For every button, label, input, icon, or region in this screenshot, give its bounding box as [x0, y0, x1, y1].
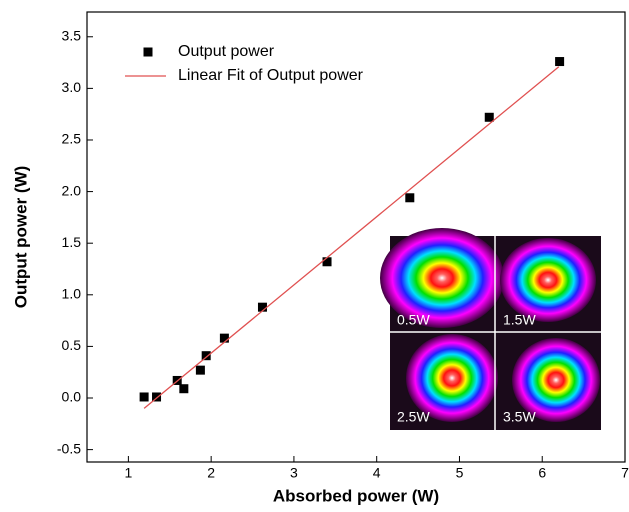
inset-label: 2.5W: [397, 409, 430, 425]
y-tick-label: 0.5: [62, 337, 82, 353]
y-tick-label: 3.5: [62, 27, 82, 43]
data-point: [485, 113, 494, 122]
y-tick-label: 1.0: [62, 286, 82, 302]
y-tick-label: 3.0: [62, 79, 82, 95]
chart: Absorbed power (W) Output power (W) 1 2 3 4…: [0, 0, 629, 512]
data-point: [140, 392, 149, 401]
data-point: [220, 334, 229, 343]
inset-label: 3.5W: [503, 409, 536, 425]
legend-text: Linear Fit of Output power: [178, 67, 364, 84]
inset: 0.5W 1.5W 2.5W 3.5W: [380, 228, 601, 430]
data-point: [196, 366, 205, 375]
x-tick-label: 3: [290, 465, 298, 481]
legend-marker: [144, 48, 153, 57]
y-tick-label: 1.5: [62, 234, 82, 250]
x-tick-label: 1: [124, 465, 132, 481]
data-point: [323, 257, 332, 266]
x-tick-label: 7: [621, 465, 629, 481]
y-axis-title: Output power (W): [11, 166, 30, 309]
page: {"chart_data": {"type": "scatter", "x_la…: [0, 0, 629, 512]
x-tick-label: 2: [207, 465, 215, 481]
legend-text: Output power: [178, 43, 275, 60]
beam-profile: [500, 238, 596, 322]
y-tick-label: 2.5: [62, 131, 82, 147]
y-tick-label: -0.5: [57, 440, 81, 456]
y-tick-label: 2.0: [62, 182, 82, 198]
inset-label: 0.5W: [397, 312, 430, 328]
data-point: [202, 351, 211, 360]
data-point: [405, 193, 414, 202]
x-tick-label: 4: [373, 465, 381, 481]
x-axis-title: Absorbed power (W): [273, 486, 439, 505]
inset-label: 1.5W: [503, 312, 536, 328]
data-point: [179, 384, 188, 393]
data-point: [555, 57, 564, 66]
y-tick-label: 0.0: [62, 389, 82, 405]
x-tick-label: 5: [456, 465, 464, 481]
x-tick-label: 6: [538, 465, 546, 481]
